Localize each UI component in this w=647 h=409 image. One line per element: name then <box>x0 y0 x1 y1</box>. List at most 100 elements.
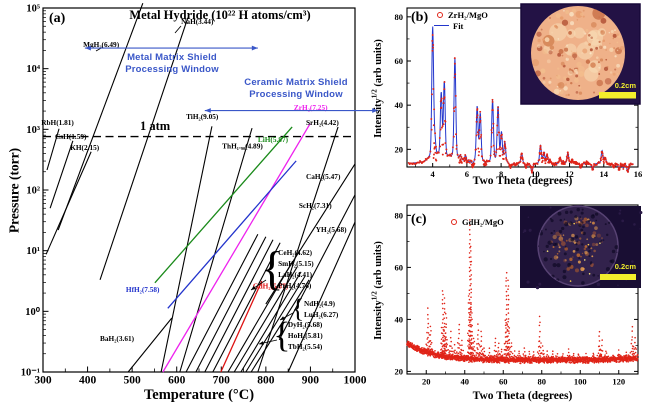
hydride-label: HoH₂(5.81) <box>288 331 323 340</box>
svg-text:4: 4 <box>431 169 436 179</box>
svg-text:600: 600 <box>168 375 186 387</box>
hydride-label: ZrH₂(7.25) <box>294 103 328 112</box>
panel-a-title: Metal Hydride (10²² H atoms/cm³) <box>129 8 311 22</box>
hydride-line <box>162 123 311 373</box>
panel-a-ylabel: Pressure (torr) <box>6 147 22 234</box>
svg-text:40: 40 <box>395 314 404 324</box>
hydride-line <box>195 236 267 373</box>
hydride-label: GdH₂(5.37) <box>253 281 289 290</box>
hydride-label: SmH₂(5.15) <box>278 259 314 268</box>
panel-c-ylabel: Intensity1/2 (arb units) <box>370 221 385 361</box>
panel-c-legend: GdH₂/MgO <box>448 216 504 227</box>
svg-text:40: 40 <box>395 100 404 110</box>
hydride-line <box>233 266 298 373</box>
hydride-label: DyH₂(5.68) <box>288 320 323 329</box>
legend-row-gdh2: GdH₂/MgO <box>448 216 504 227</box>
hydride-line <box>167 160 297 309</box>
hydride-line <box>245 275 306 373</box>
inset-c-scale-bar <box>600 274 636 280</box>
panel-b-xlabel: Two Theta (degrees) <box>472 175 573 187</box>
svg-text:6: 6 <box>465 169 469 179</box>
hydride-label: LuH₂(6.27) <box>304 310 339 319</box>
svg-text:10²: 10² <box>26 186 40 197</box>
hydride-label: TiH₂(9.05) <box>186 112 219 121</box>
hydride-line <box>212 242 281 373</box>
panel-c-ylabel-unit: (arb units) <box>373 241 384 292</box>
panel-c-ylabel-sup: 1/2 <box>370 291 379 301</box>
hydride-line <box>46 128 60 171</box>
hydride-label: CeH₂(4.62) <box>278 248 313 257</box>
hydride-line <box>278 194 356 341</box>
zrh2-scatter-marker-icon <box>437 11 443 18</box>
panel-b-ylabel: Intensity1/2 (arb units) <box>370 19 385 159</box>
fit-line-marker-icon <box>434 25 449 26</box>
panel-a-xlabel: Temperature (°C) <box>143 387 255 403</box>
hydride-label: PrH₂(4.76) <box>278 281 312 290</box>
hydride-line <box>250 279 310 373</box>
svg-text:{: { <box>292 294 304 323</box>
panel-b-ylabel-base: Intensity <box>373 98 384 138</box>
legend-row-zrh2: ZrH₂/MgO <box>434 9 488 20</box>
hydride-line <box>127 317 173 373</box>
hydride-label: LiH(5.87) <box>258 135 289 144</box>
svg-text:8: 8 <box>499 169 503 179</box>
hydride-label: NdH₂(4.9) <box>304 299 336 308</box>
svg-text:80: 80 <box>395 210 404 220</box>
legend-label-zrh2: ZrH₂/MgO <box>448 9 488 20</box>
svg-text:20: 20 <box>395 366 404 376</box>
hydride-label: LaH₂(4.41) <box>278 270 313 279</box>
svg-text:80: 80 <box>538 377 547 387</box>
svg-text:10³: 10³ <box>26 125 40 136</box>
svg-text:800: 800 <box>257 375 275 387</box>
inset-b-micrograph <box>520 3 641 105</box>
svg-text:10¹: 10¹ <box>26 246 40 257</box>
hydride-label: KH(2.15) <box>70 143 100 152</box>
svg-text:{: { <box>273 315 290 355</box>
svg-text:{: { <box>261 242 284 295</box>
hydride-label: NaH(3.44) <box>181 17 214 26</box>
hydride-label: CaH₂(5.47) <box>306 172 341 181</box>
hydride-label: TbH₂(5.54) <box>288 342 323 351</box>
legend-label-fit: Fit <box>453 20 464 31</box>
metal-window-line2: Processing Window <box>125 64 219 75</box>
inset-c-scale-label: 0.2cm <box>614 262 636 271</box>
svg-text:60: 60 <box>395 262 404 272</box>
metal-window-annotation: Metal Matrix Shield Processing Window <box>96 52 248 76</box>
panel-b-label: (b) <box>411 10 429 25</box>
svg-text:10⁴: 10⁴ <box>26 64 41 75</box>
svg-text:20: 20 <box>395 144 404 154</box>
hydride-line <box>160 126 213 373</box>
hydride-line <box>227 261 293 373</box>
inset-b-scale-label: 0.2cm <box>614 81 636 90</box>
panel-c-label: (c) <box>411 212 427 227</box>
svg-text:120: 120 <box>612 377 625 387</box>
svg-text:400: 400 <box>79 375 97 387</box>
svg-text:60: 60 <box>499 377 508 387</box>
legend-label-gdh2: GdH₂/MgO <box>462 216 504 227</box>
hydride-line <box>57 2 144 231</box>
gdh2-scatter-marker-icon <box>451 218 457 225</box>
svg-text:300: 300 <box>34 375 52 387</box>
hydride-line <box>240 271 302 373</box>
hydride-line <box>179 127 253 373</box>
hydride-line <box>185 234 259 373</box>
panel-c-ylabel-base: Intensity <box>373 300 384 340</box>
hydride-label: CsH(1.59) <box>55 132 87 141</box>
legend-row-fit: Fit <box>434 20 488 31</box>
hydride-label: RbH(1.81) <box>41 118 74 127</box>
svg-text:100: 100 <box>574 377 587 387</box>
panel-b-ylabel-sup: 1/2 <box>370 89 379 99</box>
panel-b-ylabel-unit: (arb units) <box>373 39 384 90</box>
hydride-line <box>287 221 356 373</box>
ceramic-window-line2: Processing Window <box>249 89 343 100</box>
svg-text:60: 60 <box>395 56 404 66</box>
inset-b-scale-bar <box>599 92 636 99</box>
zrh2-data-points <box>407 34 634 174</box>
hydride-line <box>204 239 274 373</box>
svg-text:12: 12 <box>565 169 574 179</box>
svg-text:40: 40 <box>461 377 470 387</box>
ceramic-window-annotation: Ceramic Matrix Shield Processing Window <box>214 77 378 101</box>
inset-c-micrograph <box>520 205 643 290</box>
svg-text:500: 500 <box>124 375 142 387</box>
